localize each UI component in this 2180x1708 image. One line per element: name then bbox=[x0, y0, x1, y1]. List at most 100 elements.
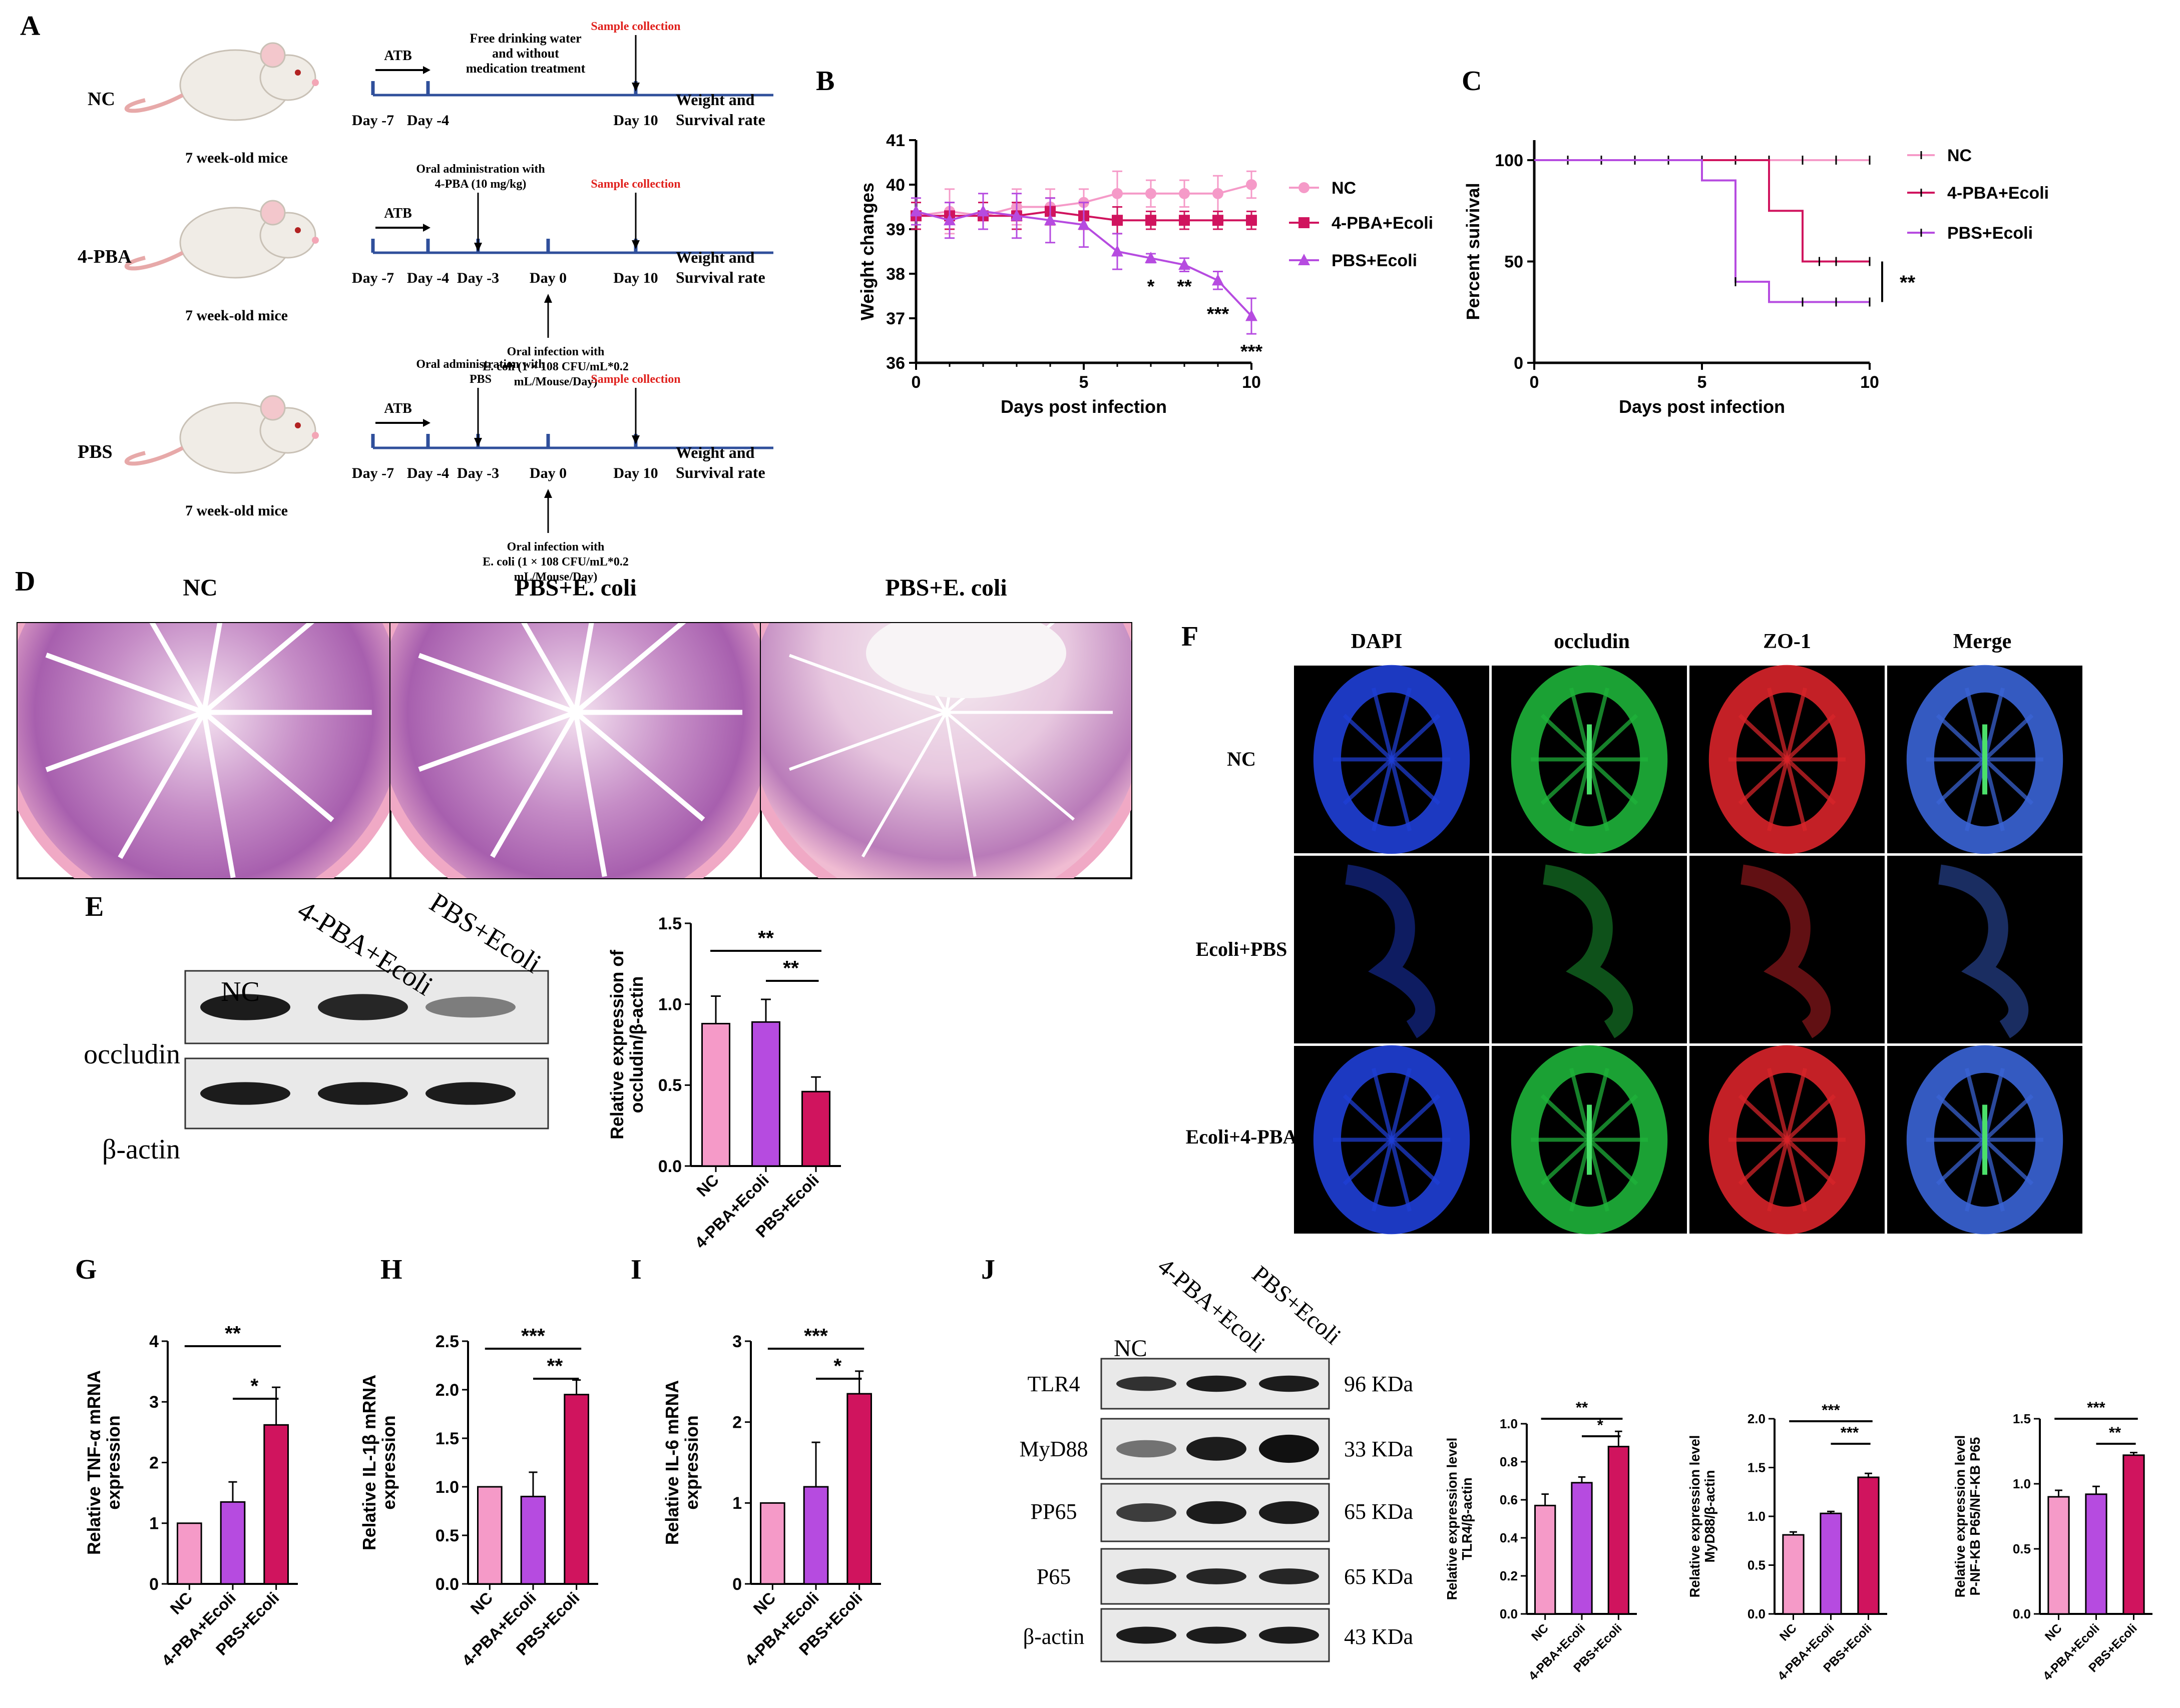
crypt-signal bbox=[1371, 1067, 1394, 1141]
infection-arrow-head bbox=[544, 489, 552, 498]
y-tick-label: 1.5 bbox=[658, 914, 682, 933]
y-axis-title: TLR4/β-actin bbox=[1459, 1477, 1475, 1560]
blot-row-label: β-actin bbox=[1023, 1624, 1085, 1649]
crypt-signal bbox=[1390, 1139, 1412, 1212]
bar bbox=[1534, 1504, 1556, 1615]
crypt-signal bbox=[1936, 1138, 1986, 1186]
tissue-section bbox=[390, 623, 761, 878]
bar-chart-E: 0.00.51.01.5NC4-PBA+EcoliPBS+Ecoli****Re… bbox=[607, 914, 841, 1252]
bar-chart-J2: 0.00.51.01.52.0NC4-PBA+EcoliPBS+Ecoli***… bbox=[1687, 1401, 1887, 1683]
image-bg bbox=[1887, 856, 2082, 1043]
y-tick-label: 1.0 bbox=[2013, 1476, 2031, 1491]
crypt-signal bbox=[1767, 687, 1789, 760]
bar bbox=[1857, 1476, 1880, 1615]
infection-text: mL/Mouse/Day) bbox=[514, 571, 598, 584]
y-tick-label: 1.0 bbox=[658, 995, 682, 1014]
panel-letter-F: F bbox=[1181, 621, 1198, 652]
y-axis-title: Relative IL-6 mRNA bbox=[662, 1380, 682, 1545]
y-axis-title: Percent suivival bbox=[1463, 183, 1483, 320]
group-label: NC bbox=[88, 89, 115, 110]
y-tick-label: 0.0 bbox=[1500, 1606, 1518, 1621]
significance-mark: * bbox=[833, 1354, 841, 1377]
histology-title: NC bbox=[183, 575, 217, 601]
sample-collection-label: Sample collection bbox=[591, 373, 680, 386]
bar bbox=[1782, 1534, 1805, 1615]
x-tick-label: 0 bbox=[912, 373, 921, 392]
y-tick-label: 2.0 bbox=[435, 1381, 459, 1400]
data-point bbox=[1112, 188, 1123, 199]
infection-arrow-head bbox=[544, 294, 552, 303]
y-tick-label: 1.5 bbox=[435, 1429, 459, 1448]
day-label: Day -4 bbox=[407, 270, 449, 286]
y-tick-label: 50 bbox=[1504, 253, 1523, 272]
mouse-nose bbox=[312, 237, 319, 244]
crypt-signal bbox=[1983, 758, 2034, 805]
lane-label: NC bbox=[221, 976, 260, 1007]
crypt-fold bbox=[573, 712, 607, 877]
if-column-title: ZO-1 bbox=[1763, 630, 1811, 653]
blot-band bbox=[1116, 1568, 1176, 1584]
bar bbox=[564, 1394, 590, 1585]
y-tick-label: 36 bbox=[886, 354, 905, 373]
crypt-signal bbox=[1390, 759, 1412, 832]
crypt-signal bbox=[1587, 1067, 1610, 1141]
bar bbox=[220, 1501, 246, 1585]
data-point bbox=[977, 205, 989, 217]
data-point bbox=[1246, 179, 1257, 190]
data-point bbox=[1246, 215, 1257, 226]
crypt-signal bbox=[1587, 759, 1610, 832]
mouse-nose bbox=[312, 432, 319, 439]
significance-mark: ** bbox=[758, 926, 774, 949]
bar bbox=[801, 1090, 830, 1167]
panel-letter-H: H bbox=[380, 1254, 402, 1285]
blot-band bbox=[1259, 1434, 1319, 1463]
crypt-signal bbox=[1767, 1139, 1789, 1212]
bar bbox=[263, 1424, 289, 1585]
y-tick-label: 37 bbox=[886, 309, 905, 328]
crypt-fold bbox=[574, 710, 705, 822]
blot-row-label: occludin bbox=[84, 1039, 180, 1070]
data-point bbox=[1179, 188, 1190, 199]
series-PBS+Ecoli bbox=[910, 193, 1257, 335]
significance-mark: *** bbox=[521, 1324, 545, 1347]
blot-band bbox=[1259, 1501, 1319, 1524]
y-tick-label: 2 bbox=[732, 1413, 742, 1432]
day-label: Day -3 bbox=[457, 465, 499, 481]
crypt-signal bbox=[1371, 687, 1394, 760]
bar bbox=[2085, 1493, 2107, 1615]
x-tick-label: NC bbox=[693, 1171, 722, 1200]
panel-letter-C: C bbox=[1462, 66, 1482, 97]
atb-arrow-head bbox=[423, 66, 430, 74]
day-label: Day 10 bbox=[613, 270, 658, 286]
panel-letter-D: D bbox=[15, 566, 35, 597]
tissue-signal bbox=[1313, 665, 1470, 854]
y-tick-label: 2.5 bbox=[435, 1332, 459, 1351]
mouse-ear bbox=[260, 42, 286, 68]
y-axis-title: MyD88/β-actin bbox=[1702, 1470, 1717, 1562]
outcome-text: Weight and bbox=[676, 91, 755, 109]
y-tick-label: 0.4 bbox=[1500, 1530, 1518, 1545]
outcome-text: Survival rate bbox=[676, 111, 765, 129]
atb-label: ATB bbox=[384, 48, 412, 64]
crypt-signal bbox=[1738, 714, 1789, 761]
crypt-signal bbox=[1983, 1094, 2034, 1142]
mouse-tail bbox=[124, 446, 184, 466]
significance-mark: *** bbox=[1841, 1424, 1859, 1441]
crypt-fold bbox=[118, 711, 206, 859]
y-tick-label: 0.8 bbox=[1500, 1454, 1518, 1469]
significance-mark: ** bbox=[547, 1354, 563, 1377]
y-tick-label: 1 bbox=[149, 1514, 159, 1533]
crypt-signal bbox=[1569, 759, 1591, 832]
y-tick-label: 0.6 bbox=[1500, 1492, 1518, 1507]
crypt-signal bbox=[1964, 1067, 1987, 1141]
mouse-icon bbox=[124, 42, 319, 121]
bar bbox=[846, 1393, 873, 1585]
timeline-row-NC: 7 week-old mice NC Day -7 Day -4 Day 10 ATB Fr… bbox=[88, 20, 773, 166]
crypt-signal bbox=[1738, 1094, 1789, 1142]
crypt-signal bbox=[1983, 1067, 2005, 1141]
significance-mark: *** bbox=[1207, 304, 1229, 325]
y-axis-title: Relative expression of bbox=[607, 950, 627, 1140]
day-label: Day 0 bbox=[530, 270, 567, 286]
